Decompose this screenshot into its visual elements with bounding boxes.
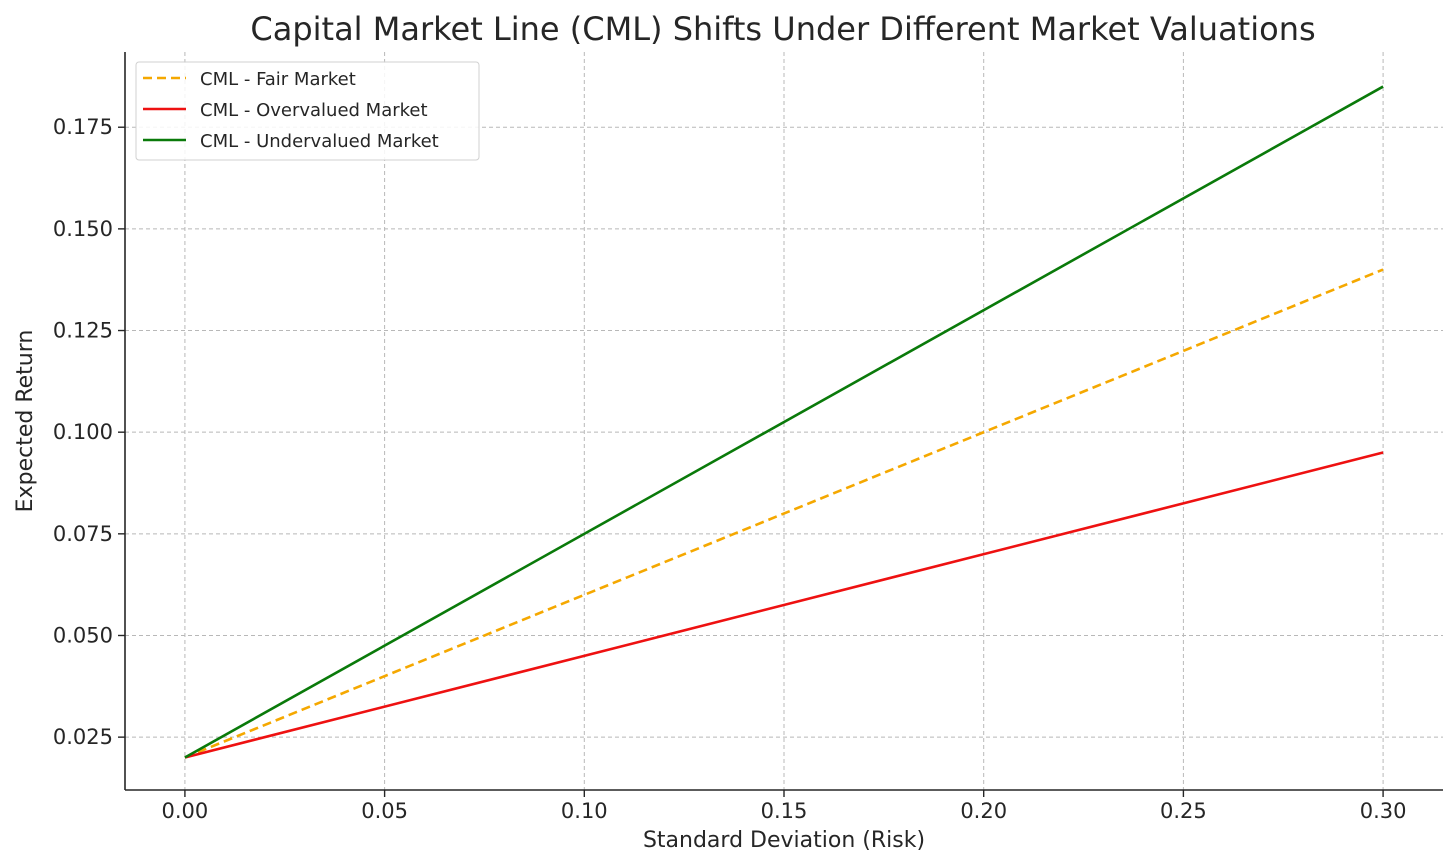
- x-tick-label: 0.25: [1160, 799, 1207, 823]
- x-tick-label: 0.00: [162, 799, 209, 823]
- y-tick-label: 0.125: [53, 319, 113, 343]
- series-line: [184, 268, 1384, 759]
- y-tick-label: 0.150: [53, 217, 113, 241]
- x-ticks: 0.00 0.05 0.10 0.15 0.20 0.25 0.30: [162, 790, 1407, 823]
- y-axis-label: Expected Return: [13, 330, 38, 513]
- y-tick-label: 0.050: [53, 623, 113, 647]
- y-tick-label: 0.075: [53, 522, 113, 546]
- series-line: [184, 451, 1384, 759]
- legend-label: CML - Overvalued Market: [200, 100, 428, 121]
- series-lines: [184, 85, 1384, 759]
- series-line: [184, 85, 1384, 759]
- x-tick-label: 0.20: [960, 799, 1007, 823]
- y-tick-label: 0.100: [53, 420, 113, 444]
- grid: [125, 52, 1443, 790]
- y-ticks: 0.025 0.050 0.075 0.100 0.125 0.150 0.175: [53, 115, 125, 749]
- legend-frame: [135, 61, 480, 161]
- y-tick-label: 0.175: [53, 115, 113, 139]
- x-tick-label: 0.15: [761, 799, 808, 823]
- x-tick-label: 0.10: [561, 799, 608, 823]
- legend: CML - Fair Market CML - Overvalued Market…: [135, 61, 480, 161]
- x-tick-label: 0.30: [1360, 799, 1407, 823]
- y-tick-label: 0.025: [53, 725, 113, 749]
- x-tick-label: 0.05: [361, 799, 408, 823]
- chart-title: Capital Market Line (CML) Shifts Under D…: [250, 10, 1315, 48]
- x-axis-label: Standard Deviation (Risk): [643, 828, 925, 853]
- legend-label: CML - Fair Market: [200, 69, 356, 90]
- legend-label: CML - Undervalued Market: [200, 131, 439, 152]
